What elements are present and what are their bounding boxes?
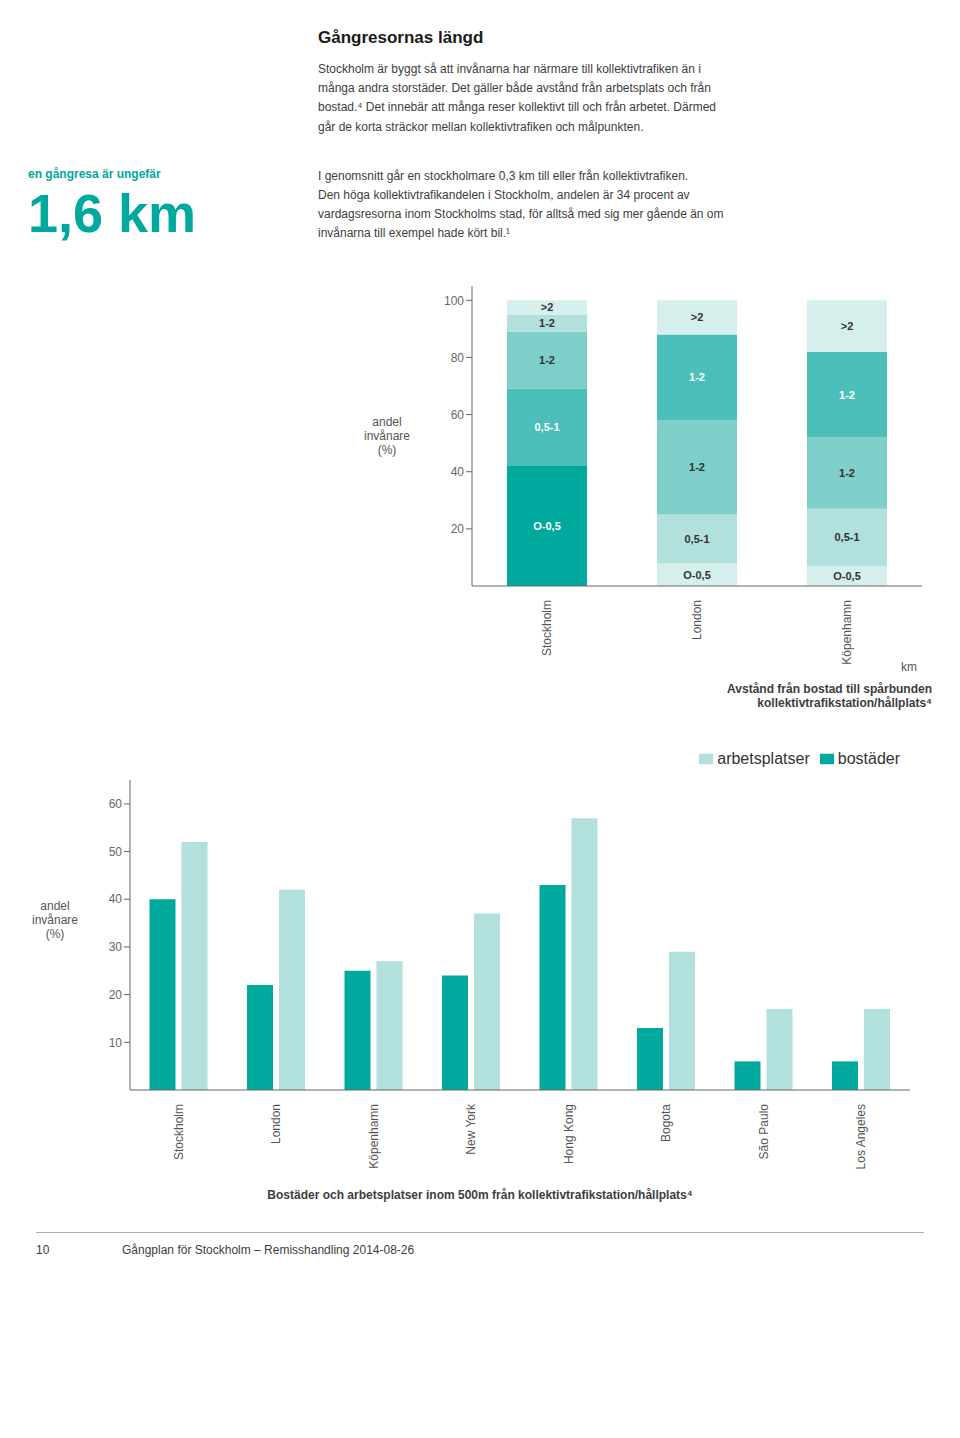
svg-text:Bogota: Bogota: [659, 1103, 673, 1141]
svg-text:>2: >2: [841, 320, 854, 332]
svg-text:0,5-1: 0,5-1: [534, 421, 559, 433]
html-text:I genomsnitt går en stockholma: I genomsnitt går en stockholmare 0,3 km …: [318, 168, 724, 241]
html-text:Avstånd från bostad till spårb: Avstånd från bostad till spårbunden koll…: [727, 681, 932, 710]
svg-text:O-0,5: O-0,5: [683, 568, 711, 580]
svg-text:1-2: 1-2: [839, 388, 855, 400]
svg-text:0,5-1: 0,5-1: [834, 531, 859, 543]
svg-text:80: 80: [451, 350, 465, 364]
html-text:Bostäder och arbetsplatser ino: Bostäder och arbetsplatser inom 500m frå…: [267, 1187, 693, 1202]
html-text:arbetsplatser: arbetsplatser: [717, 749, 810, 767]
svg-text:1-2: 1-2: [689, 461, 705, 473]
svg-text:1-2: 1-2: [839, 467, 855, 479]
svg-text:100: 100: [444, 293, 464, 307]
html-text:en gångresa är ungefär: en gångresa är ungefär: [28, 166, 161, 181]
svg-text:Stockholm: Stockholm: [540, 600, 554, 656]
svg-text:1-2: 1-2: [539, 317, 555, 329]
svg-text:O-0,5: O-0,5: [833, 570, 861, 582]
svg-text:50: 50: [109, 844, 123, 858]
svg-text:Hong Kong: Hong Kong: [562, 1104, 576, 1164]
svg-text:40: 40: [109, 892, 123, 906]
svg-text:Stockholm: Stockholm: [172, 1104, 186, 1160]
svg-text:Los Angeles: Los Angeles: [854, 1104, 868, 1169]
svg-text:>2: >2: [541, 301, 554, 313]
svg-text:40: 40: [451, 465, 465, 479]
html-text:andel invånare (%): andel invånare (%): [32, 898, 78, 941]
svg-text:60: 60: [451, 407, 465, 421]
svg-text:60: 60: [109, 797, 123, 811]
svg-text:>2: >2: [691, 311, 704, 323]
html-text:bostäder: bostäder: [837, 749, 900, 767]
html-text:andel invånare (%): andel invånare (%): [364, 414, 410, 457]
svg-text:New York: New York: [464, 1103, 478, 1155]
svg-text:0,5-1: 0,5-1: [684, 532, 709, 544]
html-text:10: 10: [36, 1242, 50, 1257]
html-text:Stockholm är byggt så att invå: Stockholm är byggt så att invånarna har …: [318, 62, 716, 134]
svg-text:Köpenhamn: Köpenhamn: [367, 1104, 381, 1169]
html-text:Gångplan för Stockholm – Remis: Gångplan för Stockholm – Remisshandling …: [122, 1242, 415, 1257]
svg-text:20: 20: [109, 987, 123, 1001]
svg-text:Köpenhamn: Köpenhamn: [840, 600, 854, 665]
svg-text:30: 30: [109, 940, 123, 954]
svg-text:O-0,5: O-0,5: [533, 520, 561, 532]
svg-text:1-2: 1-2: [539, 354, 555, 366]
svg-text:1-2: 1-2: [689, 371, 705, 383]
svg-text:km: km: [901, 660, 917, 674]
svg-text:10: 10: [109, 1035, 123, 1049]
svg-text:London: London: [269, 1104, 283, 1144]
html-text:Gångresornas längd: Gångresornas längd: [318, 28, 484, 47]
svg-text:London: London: [690, 600, 704, 640]
svg-text:São Paulo: São Paulo: [757, 1103, 771, 1159]
html-text:1,6 km: 1,6 km: [28, 182, 197, 243]
svg-text:20: 20: [451, 522, 465, 536]
